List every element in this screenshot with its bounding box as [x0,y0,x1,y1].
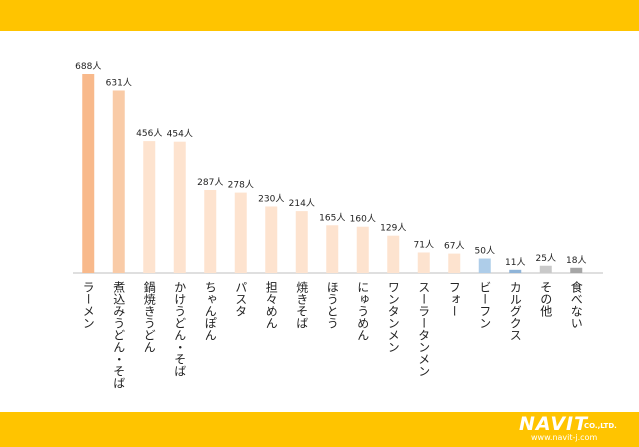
data-label-17: 18人 [566,255,586,266]
navit-logo: NAVIT CO.,LTD. www.navit-j.com [509,413,629,444]
category-label-9: ほうとう [325,281,339,329]
data-label-13: 67人 [444,241,464,252]
bar-5 [204,189,217,273]
category-label-17: 食べない [569,280,583,329]
data-label-1: 688人 [75,61,101,72]
data-label-12: 71人 [414,239,434,250]
data-label-4: 454人 [167,129,193,140]
logo-wordmark: NAVIT [519,413,589,435]
bar-3 [143,141,156,273]
data-label-9: 165人 [319,212,345,223]
category-label-15: カルグクス [508,281,522,341]
bar-1 [82,74,95,273]
category-label-5: ちゃんぽん [203,281,217,341]
category-label-1: ラーメン [81,281,95,329]
bar-10 [356,226,369,273]
data-label-8: 214人 [289,198,315,209]
category-label-10: にゅうめん [356,281,370,341]
data-label-6: 278人 [228,180,254,191]
category-label-3: 鍋焼きうどん [142,280,156,353]
data-label-14: 50人 [475,246,495,257]
category-label-2: 煮込みうどん・そば [112,281,126,389]
bar-11 [387,235,400,273]
bottom-frame-bar [0,412,639,447]
data-label-5: 287人 [197,177,223,188]
data-label-7: 230人 [258,193,284,204]
category-label-16: その他 [539,281,553,317]
category-label-12: スーラータンメン [417,281,431,377]
category-label-11: ワンタンメン [386,281,400,353]
bar-16 [539,265,552,273]
bar-15 [509,269,522,273]
bar-17 [570,267,583,273]
data-label-15: 11人 [505,257,525,268]
data-label-11: 129人 [380,223,406,234]
data-label-10: 160人 [350,214,376,225]
bar-8 [295,211,308,273]
bar-12 [417,252,430,273]
bar-9 [326,225,339,273]
logo-url: www.navit-j.com [531,433,598,442]
data-label-16: 25人 [536,253,556,264]
bar-6 [234,192,247,273]
data-label-2: 631人 [106,77,132,88]
bar-2 [112,90,125,274]
bar-7 [265,206,278,273]
bar-14 [478,258,491,273]
category-label-8: 焼きそば [295,281,309,329]
bar-4 [173,141,186,273]
data-label-3: 456人 [136,128,162,139]
logo-company-suffix: CO.,LTD. [584,422,617,430]
category-label-13: フォー [447,281,461,317]
top-frame-bar [0,0,639,31]
category-label-14: ビーフン [478,281,492,329]
category-label-4: かけうどん・そば [173,281,187,377]
category-label-7: 担々めん [264,281,278,329]
category-label-6: パスタ [234,281,248,317]
bar-13 [448,253,461,273]
